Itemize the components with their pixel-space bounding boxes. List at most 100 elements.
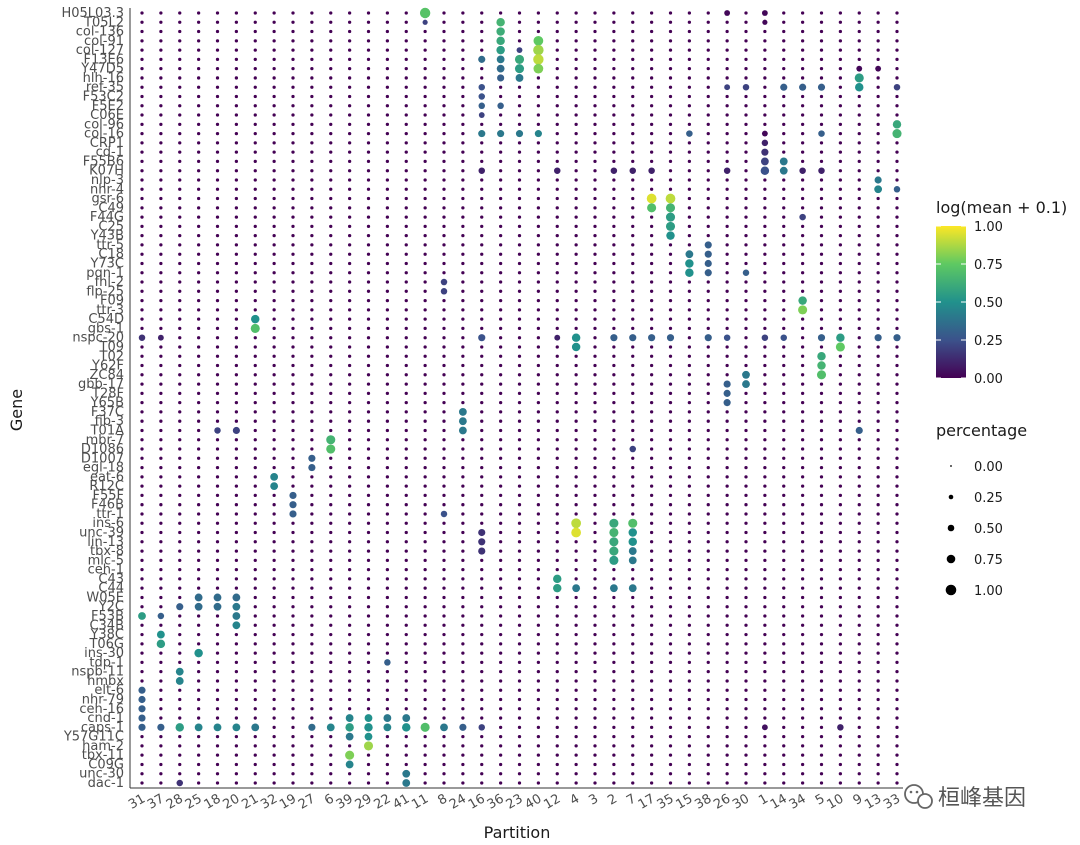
data-point	[782, 493, 786, 498]
data-point	[593, 558, 597, 562]
data-point	[310, 707, 314, 711]
data-point	[687, 438, 692, 442]
data-point	[876, 85, 880, 89]
data-point	[782, 419, 786, 423]
data-point	[782, 762, 786, 767]
data-point	[876, 651, 880, 655]
data-point	[253, 614, 257, 618]
data-point	[329, 734, 333, 739]
data-point	[215, 503, 220, 507]
data-point	[668, 20, 673, 24]
data-point	[744, 716, 748, 720]
data-point	[461, 623, 465, 627]
data-point	[385, 104, 390, 108]
data-point	[801, 122, 805, 126]
x-tick-label: 27	[296, 791, 318, 812]
data-point	[329, 252, 333, 256]
data-point	[442, 540, 446, 544]
data-point	[666, 334, 675, 342]
data-point	[668, 456, 673, 460]
data-point	[461, 271, 465, 275]
data-point	[612, 632, 616, 637]
data-point	[178, 29, 182, 34]
data-point	[725, 363, 729, 368]
x-tick-label: 29	[353, 791, 375, 812]
data-point	[385, 336, 390, 340]
data-point	[838, 326, 843, 331]
data-point	[213, 593, 222, 602]
data-point	[517, 308, 522, 312]
data-point	[215, 234, 220, 238]
data-point	[310, 558, 314, 562]
data-point	[480, 280, 484, 284]
data-point	[876, 11, 880, 15]
data-point	[838, 252, 843, 256]
data-point	[631, 206, 635, 210]
data-point	[140, 345, 144, 349]
data-point	[499, 568, 503, 572]
data-point	[253, 707, 257, 711]
data-point	[178, 11, 182, 15]
data-point	[140, 178, 144, 182]
data-point	[178, 438, 182, 442]
data-point	[291, 456, 295, 460]
data-point	[593, 707, 597, 711]
data-point	[668, 76, 673, 80]
colorbar-tick-label: 0.00	[974, 372, 1003, 387]
data-point	[612, 345, 616, 349]
data-point	[366, 150, 371, 154]
data-point	[423, 104, 427, 108]
data-point	[895, 20, 899, 24]
data-point	[555, 697, 559, 702]
data-point	[706, 67, 710, 71]
data-point	[725, 586, 729, 590]
data-point	[385, 94, 390, 99]
data-point	[801, 271, 805, 275]
data-point	[348, 614, 352, 618]
data-point	[612, 614, 616, 618]
data-point	[366, 382, 371, 386]
y-tick-label: tdp-1	[89, 655, 124, 670]
data-point	[310, 688, 314, 692]
data-point	[178, 196, 182, 201]
data-point	[234, 781, 239, 785]
data-point	[706, 159, 710, 164]
data-point	[876, 419, 880, 423]
data-point	[366, 76, 371, 80]
data-point	[440, 278, 448, 286]
data-point	[763, 85, 767, 89]
data-point	[404, 382, 408, 386]
data-point	[612, 363, 616, 368]
data-point	[706, 29, 710, 34]
data-point	[555, 206, 559, 210]
data-point	[723, 380, 731, 388]
data-point	[706, 326, 710, 331]
data-point	[461, 605, 465, 609]
data-point	[461, 141, 465, 145]
data-point	[253, 159, 257, 164]
data-point	[310, 224, 314, 228]
data-point	[461, 697, 465, 702]
data-point	[517, 11, 522, 15]
data-point	[782, 707, 786, 711]
data-point	[234, 382, 239, 386]
data-point	[329, 549, 333, 553]
data-point	[533, 54, 544, 65]
data-point	[385, 475, 390, 479]
data-point	[517, 345, 522, 349]
data-point	[857, 670, 861, 674]
x-tick-label: 22	[372, 791, 394, 812]
data-point	[442, 354, 446, 358]
data-point	[744, 401, 748, 405]
data-point	[291, 336, 295, 340]
data-point	[159, 568, 163, 572]
data-point	[348, 484, 352, 488]
data-point	[593, 85, 597, 89]
data-point	[668, 772, 673, 776]
y-tick-label: hmbx	[87, 674, 124, 689]
data-point	[593, 308, 597, 312]
data-point	[744, 159, 748, 164]
data-point	[461, 568, 465, 572]
data-point	[140, 206, 144, 210]
data-point	[838, 196, 843, 201]
